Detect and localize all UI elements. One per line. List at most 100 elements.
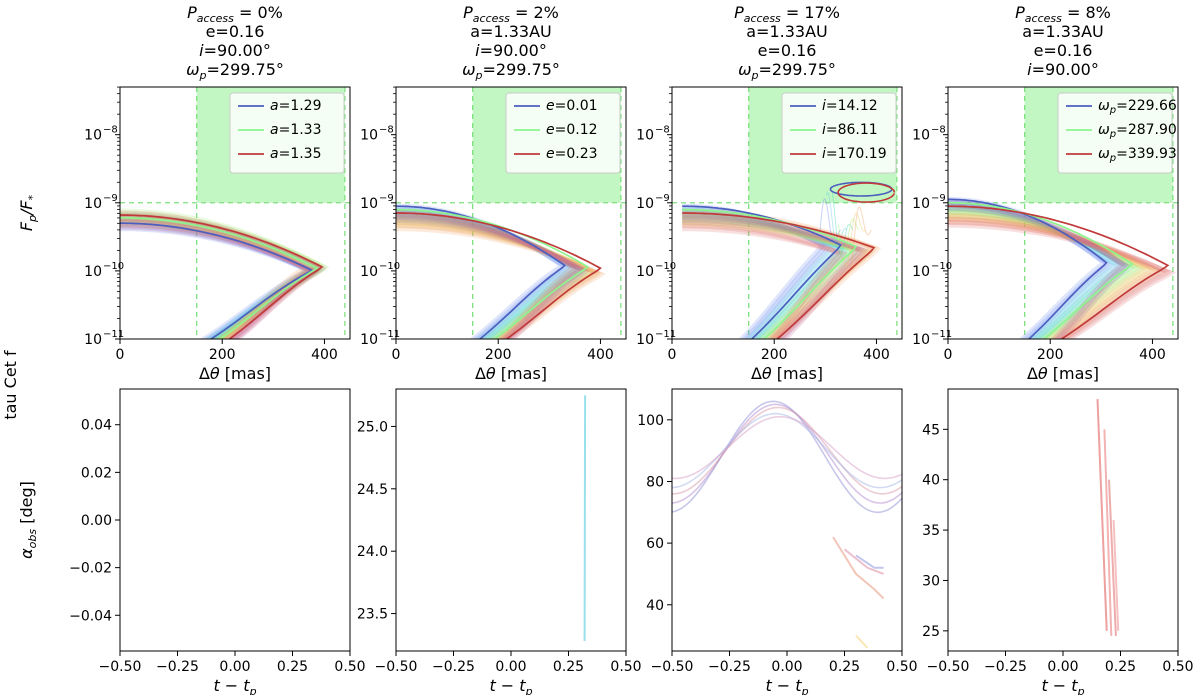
axes-frame <box>671 86 903 340</box>
ytick-exponent: −9 <box>379 193 394 204</box>
model-curve-band <box>396 209 572 339</box>
xtick-label: −0.50 <box>375 659 418 675</box>
model-curve-band <box>120 211 327 339</box>
ytick-exponent: −9 <box>103 193 118 204</box>
xtick-label: −0.25 <box>156 659 199 675</box>
ytick-exponent: −8 <box>103 125 118 136</box>
ytick-label: 10 <box>636 196 654 212</box>
xtick-label: 0.25 <box>1105 659 1136 675</box>
legend-label: i=86.11 <box>822 122 878 138</box>
panel-title-line: a=1.33AU <box>1022 22 1104 41</box>
ytick-exponent: −11 <box>103 329 124 340</box>
model-curve-band <box>396 215 588 339</box>
model-curve-band <box>682 208 875 339</box>
model-curve-band <box>682 220 842 339</box>
phase-curve <box>672 403 902 504</box>
ytick-label: 10 <box>636 332 654 348</box>
ytick-exponent: −8 <box>655 125 670 136</box>
panel-title-line: e=0.16 <box>1034 41 1093 60</box>
xtick-label: 0.00 <box>219 659 250 675</box>
legend: i=14.12 i=86.11 i=170.19 <box>781 92 897 174</box>
ytick-exponent: −11 <box>655 329 676 340</box>
phase-segment <box>1103 429 1113 636</box>
panel-title-line: a=1.33AU <box>470 22 552 41</box>
phase-curve <box>672 406 902 495</box>
model-curve-band <box>396 208 577 339</box>
model-curve-band <box>396 218 590 339</box>
panel-title-line: ωp=299.75° <box>738 60 836 82</box>
xtick-label: 400 <box>587 347 614 363</box>
ytick-label: −0.02 <box>69 561 112 577</box>
model-curve-band <box>682 216 861 339</box>
orbit-scribble <box>850 206 872 270</box>
panel-p3: i=14.12 i=86.11 i=170.19 Paccess = 17%a=1.3… <box>636 3 903 383</box>
model-curve-band <box>682 209 833 339</box>
axes-frame <box>395 86 627 340</box>
panel-p2: e=0.01 e=0.12 e=0.23 Paccess = 2%a=1.33AUi=… <box>360 3 627 383</box>
model-curve-band <box>682 223 845 339</box>
series-curve-3 <box>948 205 1170 339</box>
xtick-label: 0 <box>116 347 125 363</box>
ytick-label: 35 <box>922 523 940 539</box>
legend-label: ωp=229.66 <box>1098 98 1177 116</box>
model-curve-band <box>396 215 587 339</box>
x-axis-label: t − tp <box>489 676 532 695</box>
panel-title-line: Paccess = 0% <box>187 3 283 25</box>
model-curve-band <box>948 202 1114 339</box>
series-curve-3 <box>682 212 876 339</box>
ytick-label: 25.0 <box>357 419 388 435</box>
model-curve-band <box>396 223 603 339</box>
model-curve-band <box>396 213 585 339</box>
model-curve-band <box>120 218 327 339</box>
model-curve-band <box>120 217 316 339</box>
model-curve-band <box>120 216 312 339</box>
legend-box <box>1057 92 1173 174</box>
xtick-label: 0.50 <box>334 659 365 675</box>
panel-title-line: Paccess = 2% <box>463 3 559 25</box>
legend-label: e=0.23 <box>546 146 598 162</box>
ytick-label: 10 <box>84 196 102 212</box>
model-curve-band <box>396 220 598 339</box>
model-curve-band <box>396 219 594 339</box>
ytick-label: 10 <box>360 264 378 280</box>
panel-title-line: a=1.33AU <box>746 22 828 41</box>
ytick-label: 10 <box>84 128 102 144</box>
ytick-label: 40 <box>646 598 664 614</box>
model-curve-band <box>396 212 584 339</box>
x-axis-label: t − tp <box>213 676 256 695</box>
xtick-label: −0.25 <box>708 659 751 675</box>
ytick-label: 80 <box>646 474 664 490</box>
legend-box <box>505 92 621 174</box>
model-curve-band <box>682 212 843 339</box>
model-curve-band <box>396 213 588 339</box>
model-curve-band <box>120 223 316 339</box>
model-curve-band <box>682 219 864 339</box>
ytick-label: 0.04 <box>81 418 112 434</box>
legend-box <box>229 92 345 174</box>
y-axis-label: Fp/F* <box>17 194 39 231</box>
ytick-exponent: −8 <box>931 125 946 136</box>
ytick-label: 10 <box>636 264 654 280</box>
model-curve-band <box>948 215 1156 339</box>
axes-frame <box>119 86 351 340</box>
xtick-label: 0 <box>944 347 953 363</box>
panel-title-line: i=90.00° <box>199 41 271 60</box>
xtick-label: 0 <box>668 347 677 363</box>
xtick-label: 0 <box>392 347 401 363</box>
ytick-label: 10 <box>360 332 378 348</box>
legend-box <box>781 92 897 174</box>
xtick-label: 0.25 <box>277 659 308 675</box>
x-axis-label: t − tp <box>1041 676 1084 695</box>
phase-segment <box>855 554 884 569</box>
model-curve-band <box>120 224 320 339</box>
ytick-label: 24.0 <box>357 544 388 560</box>
model-curve-band <box>948 209 1142 339</box>
x-axis-label: Δθ [mas] <box>475 364 547 383</box>
phase-segment <box>843 548 884 575</box>
ytick-label: 25 <box>922 624 940 640</box>
xtick-label: 400 <box>311 347 338 363</box>
phase-segment <box>1108 479 1117 636</box>
x-axis-label: Δθ [mas] <box>199 364 271 383</box>
xtick-label: 0.00 <box>771 659 802 675</box>
phase-segment <box>1096 399 1108 631</box>
